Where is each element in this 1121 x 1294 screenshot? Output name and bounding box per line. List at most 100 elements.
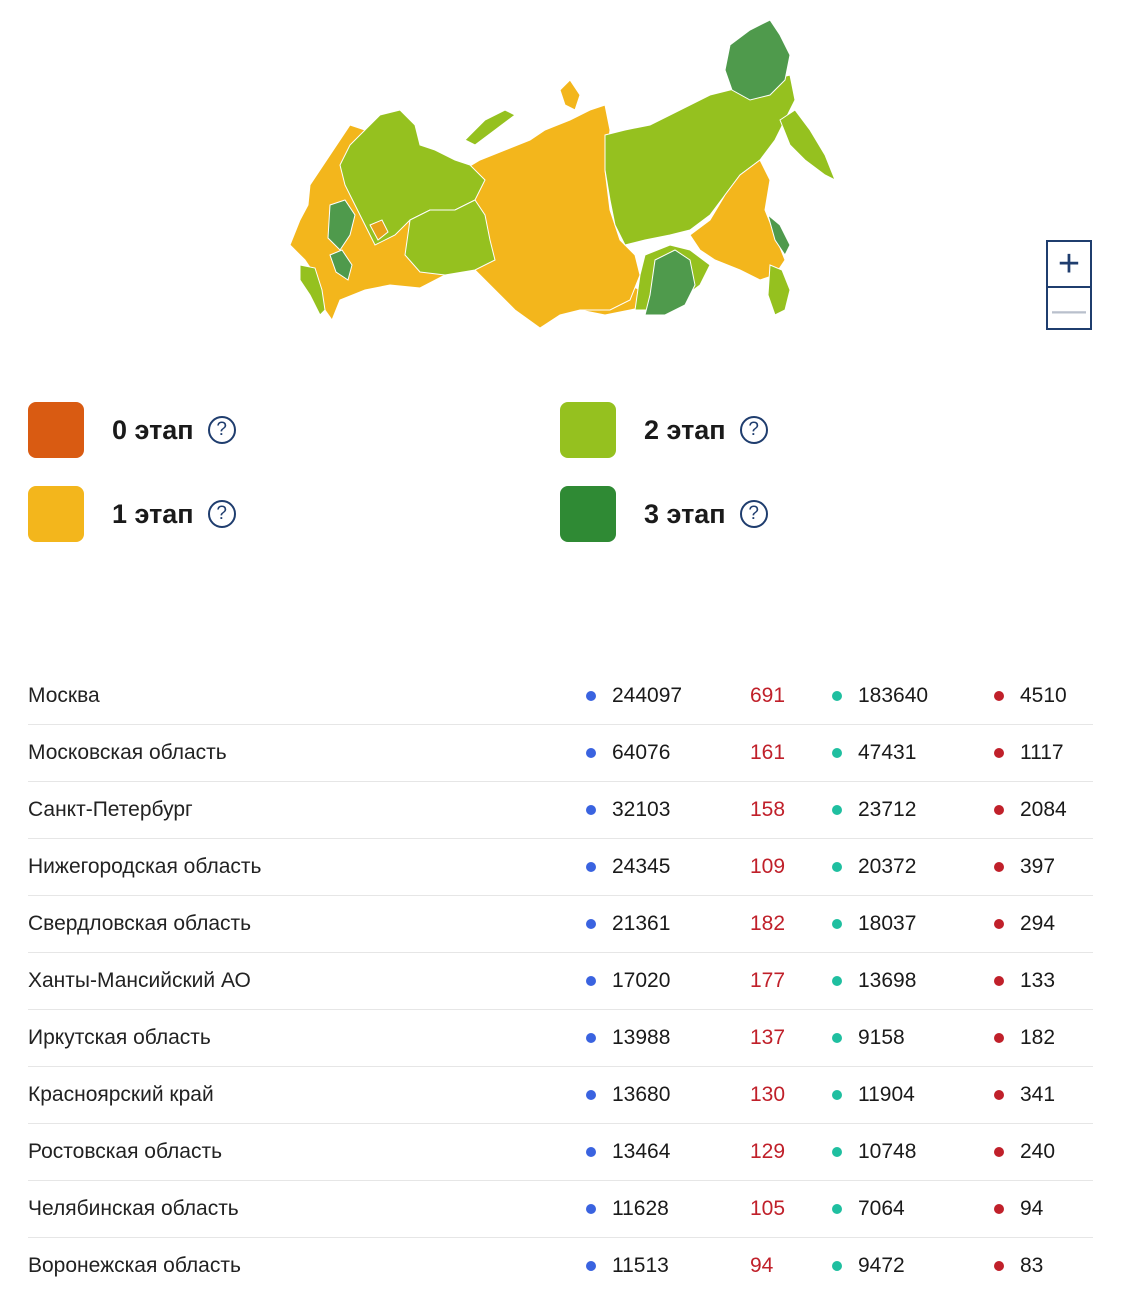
recovered-cell: 7064 (832, 1181, 905, 1237)
recovered-dot-icon (832, 1261, 842, 1271)
recovered-cell: 20372 (832, 839, 916, 895)
cases-dot-icon (586, 748, 596, 758)
deaths-cell: 397 (994, 839, 1055, 895)
map-region-chukotka[interactable] (724, 19, 791, 101)
new-cases-value: 177 (750, 969, 786, 992)
recovered-dot-icon (832, 1204, 842, 1214)
cases-value: 24345 (612, 855, 671, 878)
table-row[interactable]: Красноярский край 13680 130 11904 341 (28, 1067, 1093, 1124)
deaths-cell: 94 (994, 1181, 1043, 1237)
map-region-caucasus[interactable] (299, 264, 326, 316)
new-cases-value: 158 (750, 798, 786, 821)
recovered-value: 18037 (858, 912, 917, 935)
map-region-south-dark[interactable] (329, 249, 353, 281)
legend-label: 1 этап (112, 498, 194, 529)
region-name: Свердловская область (28, 912, 252, 935)
recovered-cell: 9158 (832, 1010, 905, 1066)
zoom-in-button[interactable]: + (1048, 242, 1090, 286)
region-name: Ханты-Мансийский АО (28, 969, 251, 992)
table-row[interactable]: Свердловская область 21361 182 18037 294 (28, 896, 1093, 953)
cases-cell: 13680 (586, 1067, 670, 1123)
recovered-cell: 13698 (832, 953, 916, 1009)
cases-cell: 244097 (586, 668, 682, 724)
recovered-value: 9158 (858, 1026, 905, 1049)
region-name: Иркутская область (28, 1026, 211, 1049)
new-cases-value: 161 (750, 741, 786, 764)
cases-dot-icon (586, 1090, 596, 1100)
table-row[interactable]: Челябинская область 11628 105 7064 94 (28, 1181, 1093, 1238)
map-region-central-dark[interactable] (327, 199, 356, 251)
table-row[interactable]: Иркутская область 13988 137 9158 182 (28, 1010, 1093, 1067)
deaths-dot-icon (994, 805, 1004, 815)
deaths-dot-icon (994, 691, 1004, 701)
table-row[interactable]: Ханты-Мансийский АО 17020 177 13698 133 (28, 953, 1093, 1010)
russia-map-svg[interactable] (270, 10, 850, 340)
deaths-value: 397 (1020, 855, 1056, 878)
deaths-dot-icon (994, 862, 1004, 872)
table-row[interactable]: Москва 244097 691 183640 4510 (28, 668, 1093, 725)
map-region-yakutia[interactable] (604, 74, 796, 246)
table-row[interactable]: Санкт-Петербург 32103 158 23712 2084 (28, 782, 1093, 839)
deaths-cell: 4510 (994, 668, 1067, 724)
new-cases-value: 105 (750, 1197, 786, 1220)
new-cases-value: 137 (750, 1026, 786, 1049)
cases-value: 64076 (612, 741, 671, 764)
recovered-value: 13698 (858, 969, 917, 992)
recovered-value: 9472 (858, 1254, 905, 1277)
region-name: Москва (28, 684, 100, 707)
table-row[interactable]: Нижегородская область 24345 109 20372 397 (28, 839, 1093, 896)
table-row[interactable]: Воронежская область 11513 94 9472 83 (28, 1238, 1093, 1294)
legend-swatch-stage-2 (560, 402, 616, 458)
map-region-stage0[interactable] (369, 219, 389, 241)
map-region-kamchatka[interactable] (779, 109, 836, 182)
minus-icon: — (1052, 291, 1086, 329)
map-region-severnaya-zemlya[interactable] (559, 79, 581, 111)
map-region-sakhalin[interactable] (767, 213, 791, 256)
deaths-cell: 133 (994, 953, 1055, 1009)
recovered-value: 23712 (858, 798, 917, 821)
recovered-dot-icon (832, 919, 842, 929)
recovered-value: 7064 (858, 1197, 905, 1220)
help-icon[interactable]: ? (207, 416, 236, 444)
map-region-siberia[interactable] (454, 104, 641, 329)
cases-dot-icon (586, 1204, 596, 1214)
recovered-dot-icon (832, 976, 842, 986)
help-icon[interactable]: ? (739, 416, 768, 444)
deaths-value: 133 (1020, 969, 1056, 992)
new-cases-value: 691 (750, 684, 786, 707)
table-row[interactable]: Московская область 64076 161 47431 1117 (28, 725, 1093, 782)
legend-item-stage-2: 2 этап ? (560, 402, 768, 458)
recovered-dot-icon (832, 805, 842, 815)
cases-value: 13464 (612, 1140, 671, 1163)
help-icon[interactable]: ? (739, 500, 768, 528)
deaths-cell: 1117 (994, 725, 1064, 781)
cases-value: 32103 (612, 798, 671, 821)
cases-cell: 64076 (586, 725, 670, 781)
region-name: Красноярский край (28, 1083, 214, 1106)
deaths-value: 4510 (1020, 684, 1067, 707)
cases-dot-icon (586, 1147, 596, 1157)
recovered-value: 11904 (858, 1083, 915, 1106)
new-cases-value: 130 (750, 1083, 786, 1106)
cases-dot-icon (586, 1033, 596, 1043)
map-region-novaya-zemlya[interactable] (464, 109, 516, 146)
map-region-ural[interactable] (404, 199, 496, 276)
map-region-zabaikalsky[interactable] (644, 249, 696, 316)
recovered-dot-icon (832, 748, 842, 758)
region-name: Нижегородская область (28, 855, 262, 878)
region-name: Ростовская область (28, 1140, 223, 1163)
zoom-out-button[interactable]: — (1048, 286, 1090, 332)
deaths-dot-icon (994, 919, 1004, 929)
deaths-value: 83 (1020, 1254, 1044, 1277)
deaths-value: 94 (1020, 1197, 1044, 1220)
table-row[interactable]: Ростовская область 13464 129 10748 240 (28, 1124, 1093, 1181)
cases-cell: 11513 (586, 1238, 669, 1294)
russia-map[interactable] (270, 10, 850, 340)
cases-value: 11628 (612, 1197, 669, 1220)
cases-cell: 24345 (586, 839, 670, 895)
cases-dot-icon (586, 1261, 596, 1271)
help-icon[interactable]: ? (207, 500, 236, 528)
map-region-primorye[interactable] (767, 264, 791, 316)
recovered-cell: 183640 (832, 668, 928, 724)
deaths-cell: 294 (994, 896, 1055, 952)
